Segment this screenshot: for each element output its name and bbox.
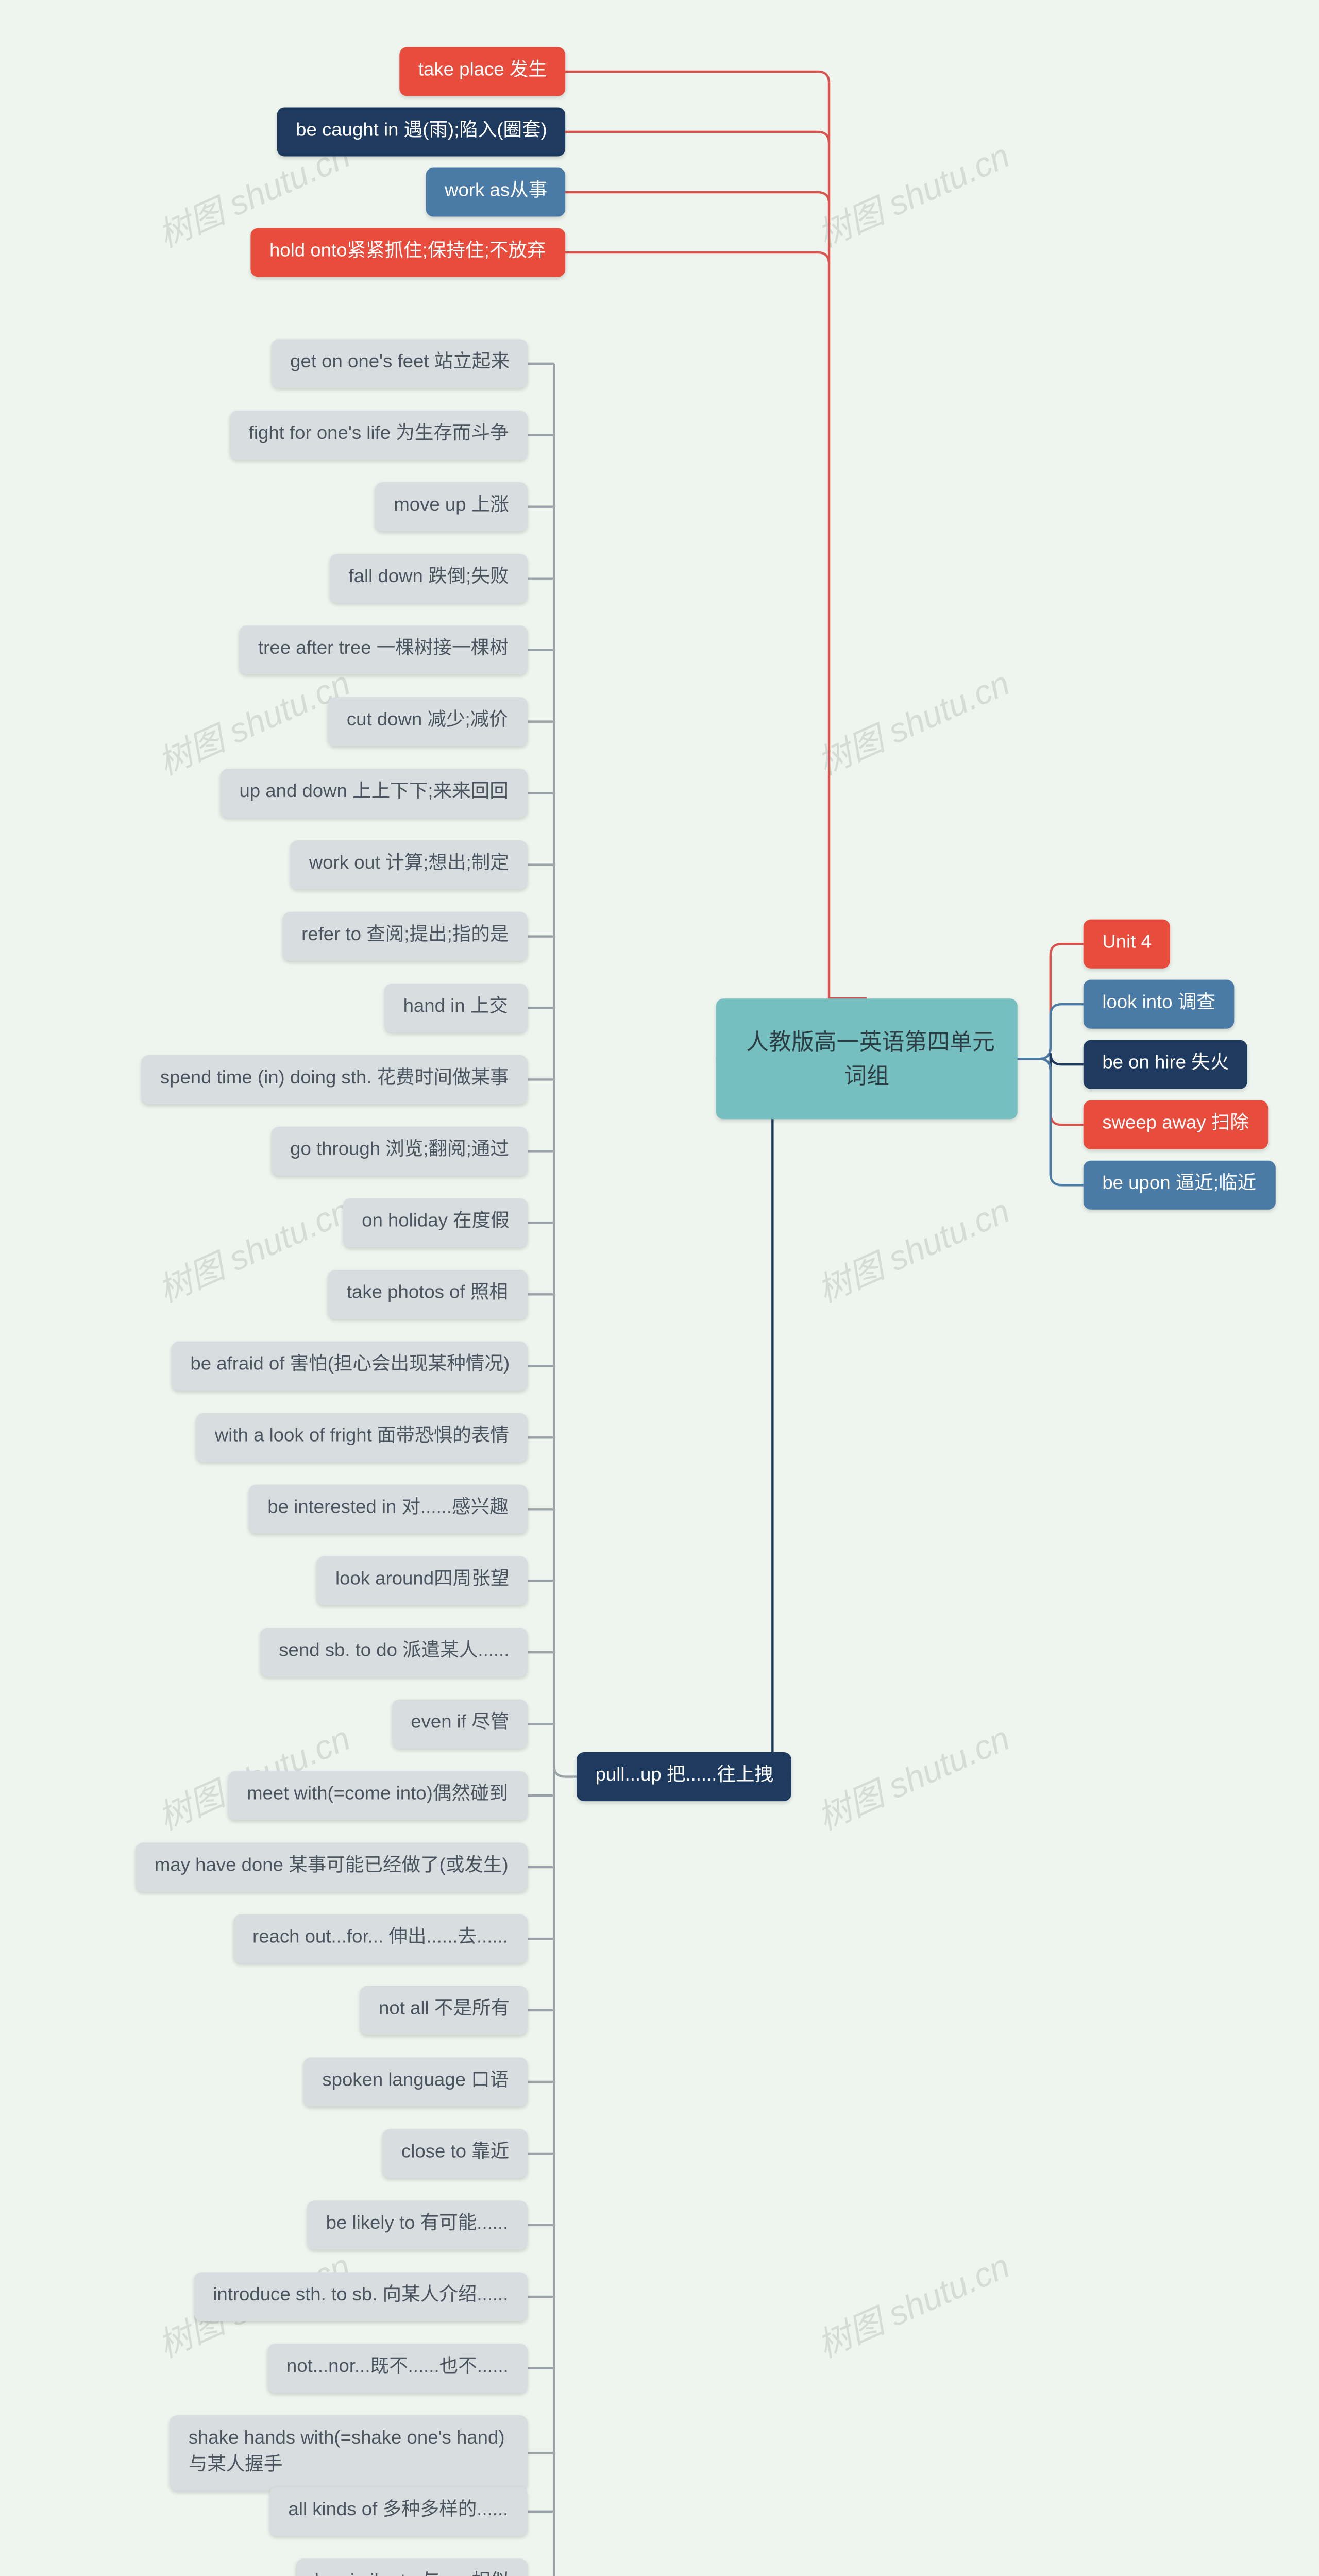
top-node-t2[interactable]: be caught in 遇(雨);陷入(圈套) [277,107,566,156]
left-child-l23[interactable]: reach out...for... 伸出......去...... [233,1914,527,1963]
left-child-l13[interactable]: on holiday 在度假 [343,1198,529,1247]
left-child-l4[interactable]: fall down 跌倒;失败 [330,554,528,603]
watermark: 树图 shutu.cn [149,657,357,786]
connectors-layer [0,0,1319,2576]
left-child-l27[interactable]: be likely to 有可能...... [307,2200,527,2249]
right-node-r3[interactable]: be on hire 失火 [1084,1040,1248,1089]
left-child-l20[interactable]: even if 尽管 [392,1700,528,1749]
left-child-l15[interactable]: be afraid of 害怕(担心会出现某种情况) [172,1342,529,1391]
top-node-t4[interactable]: hold onto紧紧抓住;保持住;不放弃 [250,228,565,277]
left-child-l11[interactable]: spend time (in) doing sth. 花费时间做某事 [141,1055,528,1104]
right-node-r5[interactable]: be upon 逼近;临近 [1084,1161,1275,1210]
left-child-l21[interactable]: meet with(=come into)偶然碰到 [228,1771,527,1820]
left-child-l30[interactable]: shake hands with(=shake one's hand)与某人握手 [170,2415,528,2490]
left-child-l22[interactable]: may have done 某事可能已经做了(或发生) [136,1843,527,1892]
root-line1: 人教版高一英语第四单元 [746,1029,995,1055]
top-node-t1[interactable]: take place 发生 [399,47,566,96]
left-child-l28[interactable]: introduce sth. to sb. 向某人介绍...... [194,2272,527,2321]
right-node-r4[interactable]: sweep away 扫除 [1084,1100,1268,1149]
left-child-l6[interactable]: cut down 减少;减价 [328,697,527,746]
root-line2: 词组 [844,1063,889,1089]
left-child-l7[interactable]: up and down 上上下下;来来回回 [221,769,527,818]
left-child-l18[interactable]: look around四周张望 [316,1556,528,1605]
left-child-l8[interactable]: work out 计算;想出;制定 [290,840,528,889]
left-child-l26[interactable]: close to 靠近 [382,2129,528,2178]
right-node-r1[interactable]: Unit 4 [1084,920,1171,969]
left-child-l1[interactable]: get on one's feet 站立起来 [272,339,529,388]
left-parent-node[interactable]: pull...up 把......往上拽 [577,1752,792,1801]
watermark: 树图 shutu.cn [809,1185,1017,1313]
mindmap-canvas: 树图 shutu.cn 树图 shutu.cn 树图 shutu.cn 树图 shut… [0,0,1319,2576]
left-child-l25[interactable]: spoken language 口语 [303,2057,528,2106]
left-child-l29[interactable]: not...nor...既不......也不...... [267,2344,527,2393]
top-node-t3[interactable]: work as从事 [426,167,566,216]
watermark: 树图 shutu.cn [809,130,1017,258]
left-child-l12[interactable]: go through 浏览;翻阅;通过 [272,1127,528,1176]
left-child-l9[interactable]: refer to 查阅;提出;指的是 [283,912,528,961]
left-child-l14[interactable]: take photos of 照相 [328,1270,527,1319]
left-child-l32[interactable]: be similar to 与......相似 [296,2558,528,2576]
watermark: 树图 shutu.cn [149,1185,357,1313]
left-child-l10[interactable]: hand in 上交 [384,984,527,1032]
left-child-l19[interactable]: send sb. to do 派遣某人...... [260,1628,528,1677]
watermark: 树图 shutu.cn [809,1713,1017,1841]
watermark: 树图 shutu.cn [809,2240,1017,2368]
left-child-l16[interactable]: with a look of fright 面带恐惧的表情 [196,1413,528,1462]
left-child-l2[interactable]: fight for one's life 为生存而斗争 [230,411,528,460]
root-node[interactable]: 人教版高一英语第四单元词组 [716,998,1018,1119]
left-child-l17[interactable]: be interested in 对......感兴趣 [249,1485,528,1534]
right-node-r2[interactable]: look into 调查 [1084,980,1235,1029]
left-child-l5[interactable]: tree after tree 一棵树接一棵树 [239,625,527,674]
watermark: 树图 shutu.cn [809,657,1017,786]
left-child-l31[interactable]: all kinds of 多种多样的...... [269,2487,527,2536]
left-child-l3[interactable]: move up 上涨 [375,482,528,531]
left-child-l24[interactable]: not all 不是所有 [360,1986,528,2035]
